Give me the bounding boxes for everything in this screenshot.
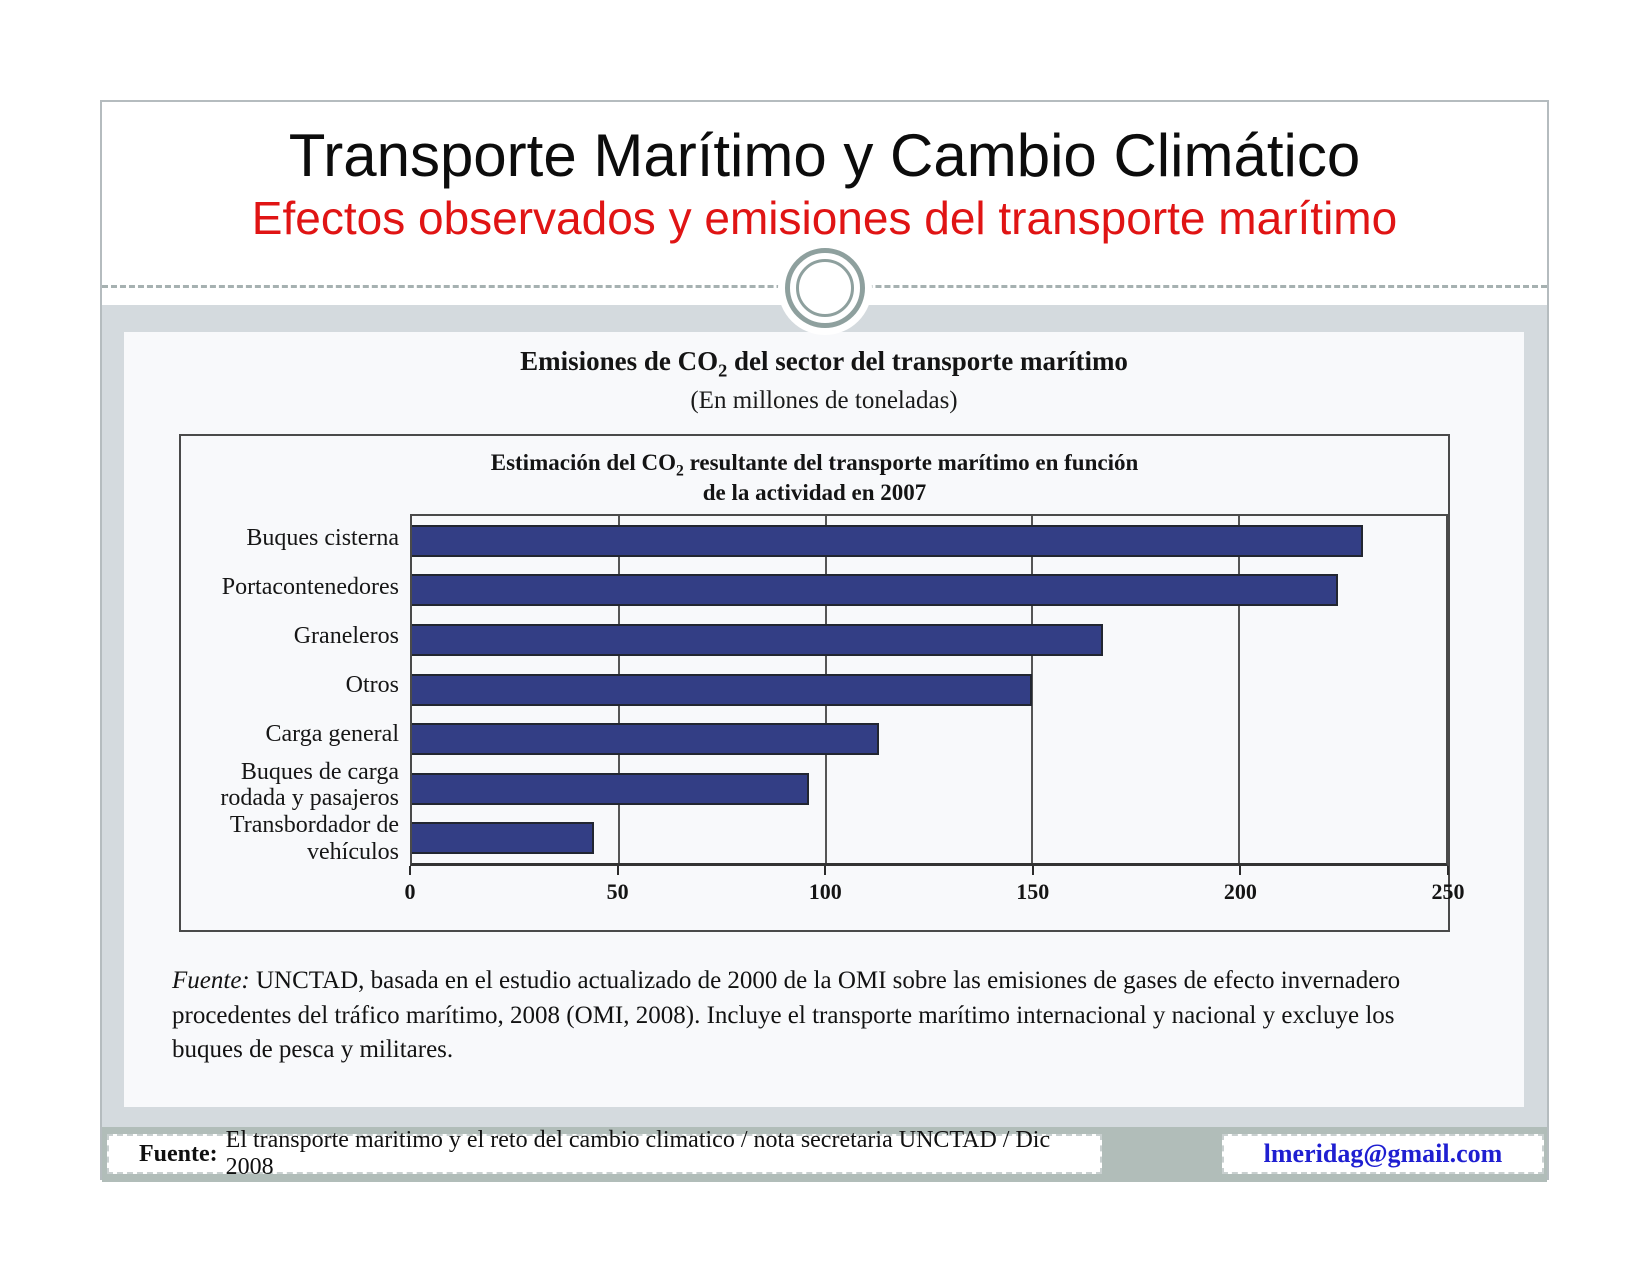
bar-4 [412,723,880,756]
x-tick-mark [409,866,411,875]
chart-source-note: Fuente: UNCTAD, basada en el estudio act… [172,964,1446,1068]
ornament-outer-ring [785,248,865,328]
category-label: Otros [345,671,399,698]
category-label: Portacontenedores [221,573,399,600]
x-tick-mark [1447,866,1449,875]
plot-wrap: Buques cisterna Portacontenedores Graneler… [181,514,1448,866]
bar-6 [412,822,594,855]
ornament-inner-ring [796,259,854,317]
page-subtitle: Efectos observados y emisiones del trans… [251,191,1398,244]
footer-source-text: El transporte maritimo y el reto del cam… [225,1127,1051,1180]
chart-row [412,714,1446,764]
email-link[interactable]: lmeridag@gmail.com [1263,1139,1503,1168]
footer-source-label: Fuente: [139,1140,218,1167]
co2-subscript: 2 [676,462,684,480]
circle-ornament-icon [778,241,872,335]
co2-subscript: 2 [718,360,728,381]
x-tick-label: 100 [808,879,842,904]
category-label: Buques cisterna [246,525,399,552]
category-label: Carga general [265,720,400,747]
bar-2 [412,623,1103,656]
chart-row [412,665,1446,715]
x-tick-mark [1031,866,1034,875]
bar-chart: Estimación del CO2 resultante del transp… [179,434,1465,932]
source-note-label: Fuente: [172,967,250,994]
content-panel: Emisiones de CO2 del sector del transpor… [124,332,1524,1107]
chart-suptitle-text: Emisiones de CO [520,346,719,376]
source-note-text: UNCTAD, basada en el estudio actualizado… [172,967,1401,1063]
page-title: Transporte Marítimo y Cambio Climático [288,122,1361,189]
bar-0 [412,524,1364,557]
x-tick-mark [616,866,619,875]
chart-row [412,615,1446,665]
gridline [1238,516,1241,863]
category-label: Graneleros [293,622,399,649]
chart-suptitle: Emisiones de CO2 del sector del transpor… [124,346,1524,381]
bar-1 [412,574,1339,607]
chart-row [412,764,1446,814]
chart-row [412,516,1446,566]
content-band: Emisiones de CO2 del sector del transpor… [102,305,1547,1127]
footer: Fuente: El transporte maritimo y el reto… [102,1127,1547,1182]
chart-row [412,813,1446,863]
bar-rows [412,516,1446,863]
bar-3 [412,673,1033,706]
x-axis: 0 50 100 150 200 250 [405,866,1465,926]
gridline [1031,516,1034,863]
x-tick-label: 50 [606,879,629,904]
x-tick-label: 200 [1223,879,1257,904]
x-tick-label: 250 [1431,879,1465,904]
slide: Transporte Marítimo y Cambio Climático E… [100,100,1549,1182]
chart-row [412,566,1446,616]
chart-title-text: Estimación del CO [490,450,677,475]
x-tick-mark [1239,866,1242,875]
category-label: Transbordador de vehículos [229,812,399,866]
chart-title-line2: de la actividad en 2007 [702,480,927,506]
plot-area [410,514,1448,866]
x-tick-label: 0 [404,879,416,904]
chart-suptitle-text-post: del sector del transporte marítimo [727,346,1128,376]
chart-units-label: (En millones de toneladas) [690,387,958,414]
chart-title: Estimación del CO2 resultante del transp… [181,448,1448,509]
chart-title-text-post: resultante del transporte marítimo en fu… [683,450,1139,475]
category-label: Buques de carga rodada y pasajeros [220,758,399,812]
email-box: lmeridag@gmail.com [1222,1134,1544,1174]
category-axis: Buques cisterna Portacontenedores Graneler… [181,514,410,866]
footer-source-box: Fuente: El transporte maritimo y el reto… [107,1127,1102,1180]
x-tick-label: 150 [1016,879,1050,904]
x-tick-mark [824,866,827,875]
bar-5 [412,772,810,805]
